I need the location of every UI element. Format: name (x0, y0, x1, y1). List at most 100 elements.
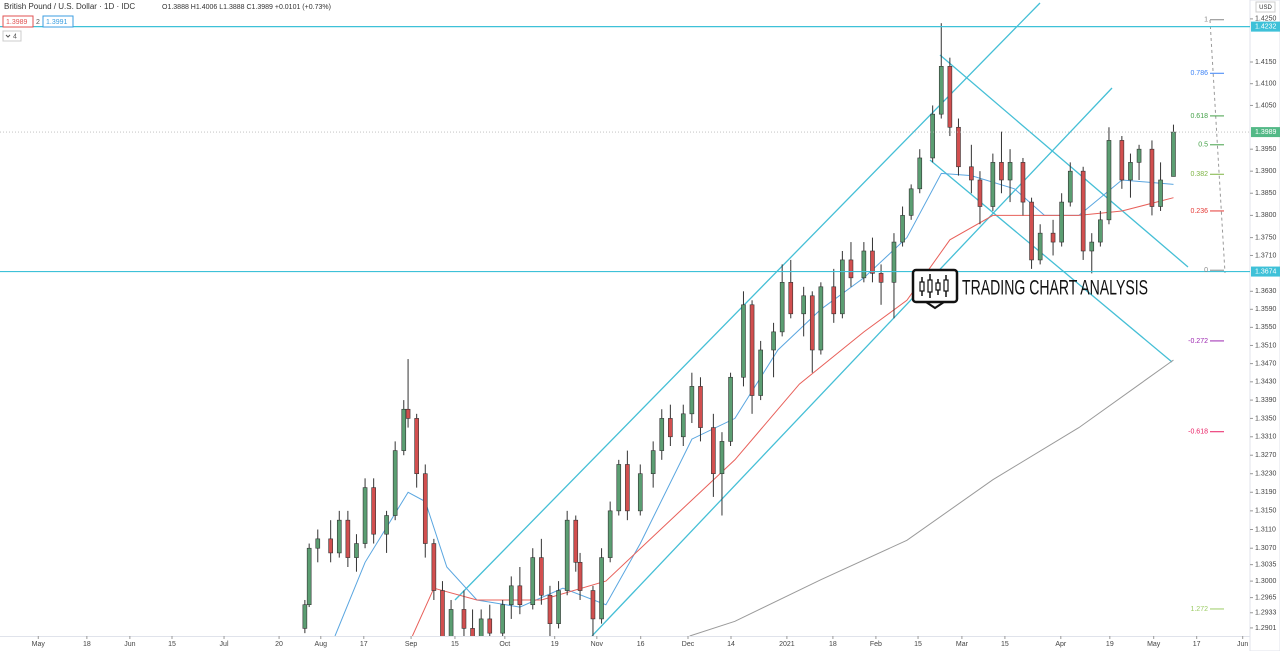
candle-body (1089, 241, 1095, 252)
indicator-toggle[interactable] (2, 30, 22, 42)
candle-body (650, 450, 656, 475)
candle-body (689, 386, 695, 415)
candle-body (1007, 162, 1013, 181)
candle-body (431, 543, 437, 591)
candle-body (306, 547, 312, 606)
candle-body (401, 408, 407, 451)
x-tick-label: Jul (220, 641, 229, 648)
candle-body (771, 331, 776, 351)
chevron (5, 34, 11, 38)
x-tick-label: 14 (727, 641, 735, 648)
x-tick-label: Jun (124, 641, 135, 648)
fib-label: 1.272 (1190, 606, 1208, 613)
candle-body (590, 590, 596, 620)
candle-body (384, 515, 389, 535)
candle-body (1158, 179, 1163, 207)
candle-body (1080, 170, 1086, 252)
candle-body (461, 609, 467, 629)
candle-body (908, 188, 914, 216)
candle-body (698, 386, 703, 428)
candle-body (741, 304, 746, 378)
candle-body (539, 557, 544, 596)
currency: USD (1259, 5, 1272, 11)
ohlc: O1.3888 H1.4006 L1.3888 C1.3989 +0.0101 … (162, 4, 331, 11)
price-tag (1251, 266, 1280, 277)
y-tick-label: 1.3630 (1255, 288, 1277, 295)
candle-body (354, 543, 359, 558)
fib-label: 1 (1204, 17, 1208, 24)
fib-trend (1209, 19, 1226, 274)
symbol-title: British Pound / U.S. Dollar · 1D · IDC (4, 2, 135, 11)
candle-body (947, 66, 953, 128)
x-tick-label: Sep (405, 641, 418, 648)
currency-box (1255, 1, 1276, 13)
candle-body (414, 418, 419, 475)
price-tag-label: 1.3989 (1255, 129, 1277, 136)
y-tick-label: 1.4150 (1255, 59, 1277, 66)
candle-body (1059, 201, 1064, 243)
y-tick-label: 1.4050 (1255, 102, 1277, 109)
candle-body (728, 376, 733, 442)
candle-body (711, 427, 716, 475)
candle-body (1067, 170, 1073, 203)
candle-body (870, 250, 875, 274)
candle-body (831, 286, 837, 315)
x-tick-label: Mar (956, 641, 969, 648)
y-tick-label: 1.3110 (1255, 526, 1276, 533)
candle-body (659, 418, 665, 451)
y-tick-label: 1.3550 (1255, 324, 1277, 331)
candle-body (315, 538, 321, 549)
y-tick-label: 1.3710 (1255, 252, 1277, 259)
candle-body (1020, 162, 1026, 203)
candle-body (801, 295, 806, 315)
candle-body (1149, 148, 1155, 207)
y-tick-label: 1.3470 (1255, 360, 1277, 367)
candle-body (599, 557, 604, 620)
x-tick-label: 19 (1106, 641, 1114, 648)
x-tick-label: Dec (682, 641, 695, 648)
candle-body (336, 519, 342, 554)
x-tick-label: 15 (451, 641, 459, 648)
candle-body (577, 561, 583, 591)
fib-label: 0.786 (1190, 70, 1208, 77)
y-tick-label: 1.3150 (1255, 508, 1277, 515)
candle-body (788, 282, 794, 315)
candle-body (530, 557, 536, 606)
candle-body (1037, 232, 1043, 261)
fib-label: 0.5 (1198, 142, 1208, 149)
candle-body (440, 590, 445, 636)
candle-body (625, 464, 630, 512)
x-tick-label: 16 (637, 641, 645, 648)
candle-body (758, 349, 763, 396)
x-tick-label: May (32, 641, 46, 648)
candle-body (999, 162, 1004, 181)
y-tick-label: 1.3850 (1255, 190, 1277, 197)
x-tick-label: Apr (1055, 641, 1067, 648)
x-tick-label: Nov (591, 641, 604, 648)
logo: TRADING CHART ANALYSIS (911, 268, 1148, 310)
candle-body (809, 295, 815, 351)
candle-body (878, 273, 884, 283)
candle-body (779, 282, 785, 333)
candle-body (616, 464, 622, 512)
x-tick-label: Oct (499, 641, 510, 648)
candle-body (891, 241, 897, 283)
candle-body (345, 519, 351, 558)
logo-text: TRADING CHART ANALYSIS (962, 277, 1148, 300)
candle-body (930, 113, 935, 159)
moving-average (334, 172, 1174, 636)
y-tick-label: 1.3590 (1255, 306, 1277, 313)
candle-body (900, 215, 905, 243)
y-tick-label: 1.3190 (1255, 489, 1277, 496)
x-tick-label: 18 (83, 641, 91, 648)
y-tick-label: 1.3230 (1255, 471, 1277, 478)
candle-body (328, 538, 333, 554)
candle-body (607, 510, 613, 558)
x-tick-label: Jun (1237, 641, 1248, 648)
candle-body (517, 585, 523, 606)
candle-body (500, 604, 505, 634)
box (42, 15, 74, 28)
y-tick-label: 1.3310 (1255, 434, 1277, 441)
candle-body (637, 473, 643, 512)
